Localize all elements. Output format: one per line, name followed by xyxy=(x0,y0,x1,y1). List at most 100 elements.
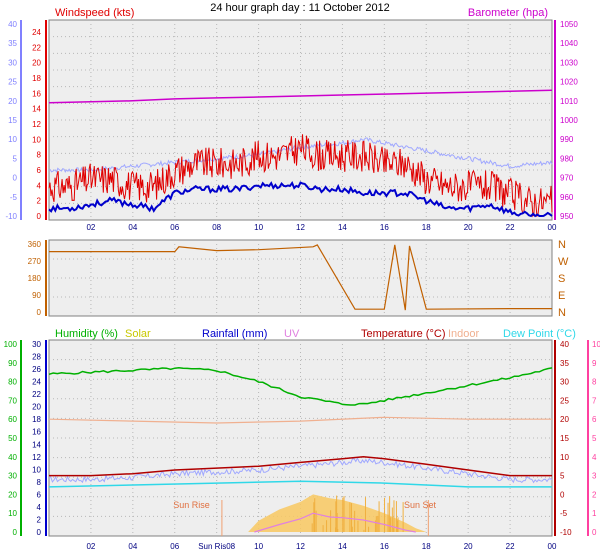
page-title: 24 hour graph day : 11 October 2012 xyxy=(210,2,390,14)
wind-outer-tick-label: -5 xyxy=(10,193,18,202)
wind-tick-label: 6 xyxy=(37,166,42,175)
wind-tick-label: 18 xyxy=(32,74,41,83)
humidity-tick-label: 60 xyxy=(8,415,17,424)
humidity-tick-label: 90 xyxy=(8,359,17,368)
baro-tick-label: 1050 xyxy=(560,20,578,29)
baro-tick-label: 990 xyxy=(560,135,574,144)
wind-outer-tick-label: 30 xyxy=(8,58,17,67)
rainfall-tick-label: 18 xyxy=(32,415,41,424)
wind-tick-label: 10 xyxy=(32,135,41,144)
rainfall-tick-label: 8 xyxy=(37,478,42,487)
wind-x-tick-label: 02 xyxy=(86,223,95,232)
wind-tick-label: 12 xyxy=(32,120,41,129)
compass-label: N xyxy=(558,307,566,319)
temperature-tick-label: 35 xyxy=(560,359,569,368)
humidity-tick-label: 70 xyxy=(8,396,17,405)
wind-outer-tick-label: 25 xyxy=(8,78,17,87)
sunset-label: Sun Set xyxy=(404,500,437,510)
uv-tick-label: 9 xyxy=(592,359,597,368)
temperature-tick-label: 5 xyxy=(560,472,565,481)
rainfall-tick-label: 30 xyxy=(32,340,41,349)
uv-tick-label: 0 xyxy=(592,528,597,537)
humidity-line xyxy=(48,366,553,406)
rainfall-tick-label: 20 xyxy=(32,403,41,412)
direction-tick-label: 360 xyxy=(28,240,42,249)
wind-x-tick-label: 00 xyxy=(548,223,557,232)
windspeed-legend: Windspeed (kts) xyxy=(55,7,134,19)
dew-point-line xyxy=(48,480,552,488)
climate-x-tick-label: 10 xyxy=(254,542,263,551)
rainfall-tick-label: 2 xyxy=(37,515,42,524)
baro-tick-label: 1020 xyxy=(560,78,578,87)
wind-x-tick-label: 06 xyxy=(170,223,179,232)
wind-x-tick-label: 04 xyxy=(128,223,137,232)
average-wind-line xyxy=(48,180,553,218)
climate-legend-item: Temperature (°C) xyxy=(361,328,445,340)
uv-tick-label: 7 xyxy=(592,396,597,405)
wind-x-tick-label: 12 xyxy=(296,223,305,232)
humidity-tick-label: 50 xyxy=(8,434,17,443)
wind-outer-tick-label: -10 xyxy=(5,212,17,221)
sunrise-label: Sun Rise xyxy=(173,500,210,510)
baro-tick-label: 1040 xyxy=(560,39,578,48)
baro-tick-label: 950 xyxy=(560,212,574,221)
uv-tick-label: 8 xyxy=(592,378,597,387)
climate-x-tick-label: 02 xyxy=(86,542,95,551)
wind-x-tick-label: 14 xyxy=(338,223,347,232)
climate-x-tick-label: Sun Ris08 xyxy=(198,542,235,551)
humidity-tick-label: 0 xyxy=(13,528,18,537)
climate-legend-item: Solar xyxy=(125,328,151,340)
wind-tick-label: 16 xyxy=(32,89,41,98)
climate-x-tick-label: 16 xyxy=(380,542,389,551)
wind-tick-label: 24 xyxy=(32,28,41,37)
compass-label: W xyxy=(558,256,569,268)
wind-outer-tick-label: 0 xyxy=(13,174,18,183)
direction-tick-label: 180 xyxy=(28,274,42,283)
wind-tick-label: 4 xyxy=(37,181,42,190)
temperature-tick-label: -5 xyxy=(560,509,568,518)
climate-legend-item: Dew Point (°C) xyxy=(503,328,576,340)
apparent-temp-line xyxy=(48,457,553,484)
wind-x-tick-label: 08 xyxy=(212,223,221,232)
barometer-line xyxy=(48,89,553,104)
wind-outer-tick-label: 15 xyxy=(8,116,17,125)
temperature-tick-label: 0 xyxy=(560,490,565,499)
windspeed-line xyxy=(48,134,553,218)
wind-x-tick-label: 20 xyxy=(464,223,473,232)
rainfall-tick-label: 16 xyxy=(32,428,41,437)
wind-tick-label: 20 xyxy=(32,59,41,68)
temperature-line xyxy=(49,456,552,477)
climate-x-tick-label: 22 xyxy=(506,542,515,551)
wind-x-tick-label: 18 xyxy=(422,223,431,232)
rainfall-tick-label: 10 xyxy=(32,465,41,474)
climate-x-tick-label: 20 xyxy=(464,542,473,551)
wind-direction-line xyxy=(49,244,552,311)
wind-outer-tick-label: 20 xyxy=(8,97,17,106)
uv-tick-label: 1 xyxy=(592,509,597,518)
wind-tick-label: 2 xyxy=(37,197,42,206)
temperature-tick-label: 30 xyxy=(560,378,569,387)
baro-tick-label: 1010 xyxy=(560,97,578,106)
rainfall-tick-label: 0 xyxy=(37,528,42,537)
compass-label: E xyxy=(558,290,565,302)
baro-tick-label: 1030 xyxy=(560,58,578,67)
temperature-tick-label: 15 xyxy=(560,434,569,443)
compass-label: N xyxy=(558,239,566,251)
compass-label: S xyxy=(558,273,565,285)
climate-x-tick-label: 18 xyxy=(422,542,431,551)
baro-tick-label: 970 xyxy=(560,174,574,183)
baro-tick-label: 960 xyxy=(560,193,574,202)
temperature-tick-label: 40 xyxy=(560,340,569,349)
climate-x-tick-label: 12 xyxy=(296,542,305,551)
climate-x-tick-label: 04 xyxy=(128,542,137,551)
temperature-tick-label: 25 xyxy=(560,396,569,405)
baro-tick-label: 1000 xyxy=(560,116,578,125)
humidity-tick-label: 40 xyxy=(8,453,17,462)
humidity-tick-label: 20 xyxy=(8,490,17,499)
wind-tick-label: 14 xyxy=(32,105,41,114)
baro-tick-label: 980 xyxy=(560,154,574,163)
wind-x-tick-label: 10 xyxy=(254,223,263,232)
humidity-tick-label: 30 xyxy=(8,472,17,481)
wind-outer-tick-label: 10 xyxy=(8,135,17,144)
